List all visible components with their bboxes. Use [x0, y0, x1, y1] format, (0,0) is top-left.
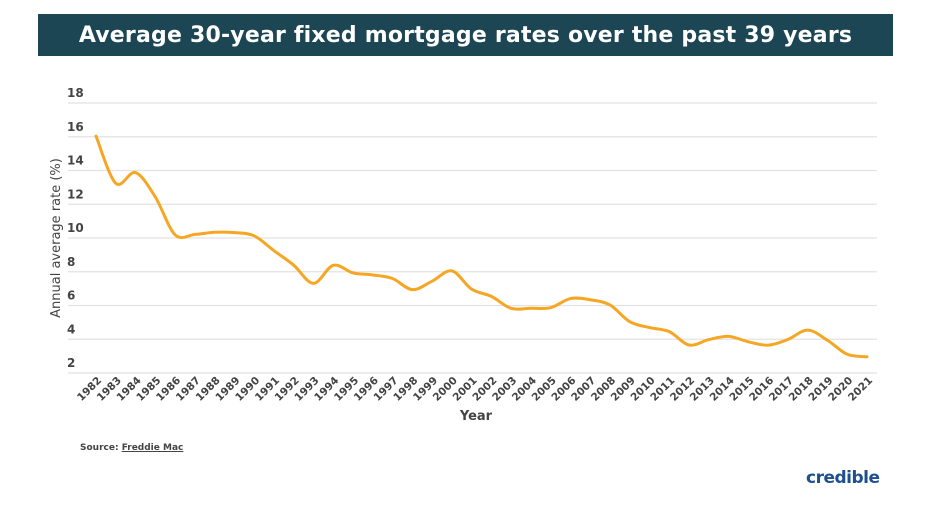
series-line [94, 134, 869, 359]
credible-logo: credible [806, 468, 880, 488]
y-tick-label: 6 [67, 289, 75, 303]
source-label: Source: [80, 443, 122, 453]
y-tick-label: 2 [67, 356, 75, 370]
chart-title: Average 30-year fixed mortgage rates ove… [38, 14, 893, 56]
y-tick-label: 10 [67, 221, 84, 235]
source-note: Source: Freddie Mac [80, 443, 183, 453]
y-tick-label: 18 [67, 86, 84, 100]
y-tick-label: 14 [67, 154, 84, 168]
source-link[interactable]: Freddie Mac [121, 443, 184, 453]
y-tick-label: 12 [67, 187, 84, 201]
y-tick-label: 16 [67, 120, 84, 134]
x-axis-label: Year [459, 409, 493, 424]
y-tick-label: 8 [67, 255, 75, 269]
y-tick-label: 4 [67, 322, 75, 336]
y-axis-label: Annual average rate (%) [49, 158, 64, 318]
